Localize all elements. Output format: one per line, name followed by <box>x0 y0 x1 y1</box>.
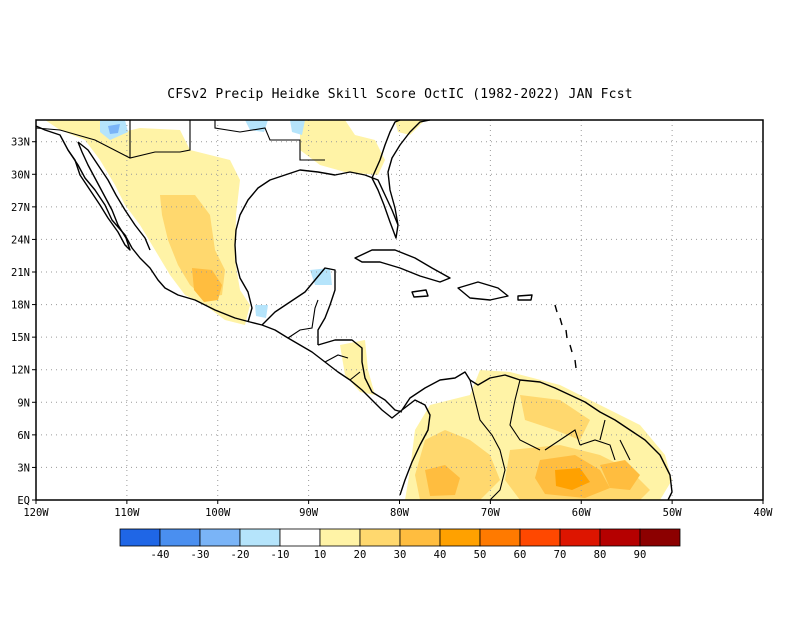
colorbar <box>119 528 681 547</box>
colorbar-label: -10 <box>271 549 290 561</box>
coast-gulf <box>234 169 399 323</box>
lat-tick-label: 9N <box>17 397 30 409</box>
latitude-labels: 33N 30N 27N 24N 21N 18N 15N 12N 9N 6N 3N EQ <box>11 137 30 507</box>
coast-yucatan <box>261 267 336 345</box>
lat-tick-label: 24N <box>11 234 30 246</box>
skill-area-core-sa1 <box>425 465 460 496</box>
lon-tick-label: 70W <box>481 507 501 519</box>
lon-tick-label: 50W <box>663 507 683 519</box>
coast-cuba <box>354 249 451 283</box>
colorbar-swatch <box>559 528 601 547</box>
colorbar-label: 70 <box>554 549 567 561</box>
map-title: CFSv2 Precip Heidke Skill Score OctIC (1… <box>167 87 633 102</box>
colorbar-swatch <box>119 528 161 547</box>
colorbar-label: 30 <box>394 549 407 561</box>
colorbar-swatch <box>639 528 681 547</box>
colorbar-swatch <box>519 528 561 547</box>
colorbar-labels: -40 -30 -20 -10 10 20 30 40 50 60 70 80 90 <box>151 549 647 561</box>
border-south-am <box>469 379 631 501</box>
colorbar-swatch <box>439 528 481 547</box>
gridlines <box>32 120 764 504</box>
colorbar-swatch <box>599 528 641 547</box>
lon-tick-label: 90W <box>299 507 319 519</box>
colorbar-label: 60 <box>514 549 527 561</box>
lat-tick-label: 15N <box>11 332 30 344</box>
colorbar-label: 40 <box>434 549 447 561</box>
skill-area-south-am-mid2 <box>520 395 590 440</box>
map-area <box>32 119 764 504</box>
lon-tick-label: 110W <box>114 507 140 519</box>
lon-tick-label: 40W <box>754 507 774 519</box>
skill-area-core-sa3 <box>555 468 590 490</box>
lon-tick-label: 120W <box>23 507 49 519</box>
map-frame <box>35 119 764 501</box>
colorbar-swatch <box>199 528 241 547</box>
lat-tick-label: 3N <box>17 462 30 474</box>
border-central-am <box>287 299 361 381</box>
skill-area-neg-b <box>108 124 120 134</box>
lat-tick-label: 6N <box>17 430 30 442</box>
coast-baja <box>67 141 131 251</box>
coast-hispaniola <box>457 281 509 301</box>
coast-pr <box>517 294 533 301</box>
lat-tick-label: 27N <box>11 202 30 214</box>
colorbar-label: -30 <box>191 549 210 561</box>
longitude-labels: 120W 110W 100W 90W 80W 70W 60W 50W 40W <box>23 507 773 519</box>
coastlines <box>35 119 673 501</box>
colorbar-swatch <box>279 528 321 547</box>
colorbar-label: -40 <box>151 549 170 561</box>
coast-sonora <box>77 141 151 251</box>
lon-tick-label: 100W <box>205 507 231 519</box>
colorbar-swatch <box>159 528 201 547</box>
coast-jamaica <box>411 289 429 298</box>
skill-area-amazon <box>600 460 640 490</box>
coast-central-caribbean <box>317 339 403 413</box>
colorbar-label: 20 <box>354 549 367 561</box>
lat-tick-label: 33N <box>11 137 30 149</box>
lat-tick-label: 30N <box>11 169 30 181</box>
colorbar-label: -20 <box>231 549 250 561</box>
coast-south-america <box>401 371 673 501</box>
colorbar-label: 80 <box>594 549 607 561</box>
skill-area-neg-f <box>255 305 268 318</box>
colorbar-label: 50 <box>474 549 487 561</box>
colorbar-label: 90 <box>634 549 647 561</box>
skill-area-se-us <box>300 120 385 175</box>
lat-tick-label: 21N <box>11 267 30 279</box>
skill-area-mexico-core <box>192 268 222 302</box>
colorbar-swatch <box>399 528 441 547</box>
lon-tick-label: 60W <box>572 507 592 519</box>
country-borders <box>35 120 631 501</box>
skill-area-neg-c <box>245 120 268 132</box>
lon-tick-label: 80W <box>390 507 410 519</box>
lat-tick-label: 18N <box>11 300 30 312</box>
colorbar-swatch <box>239 528 281 547</box>
colorbar-swatch <box>319 528 361 547</box>
skill-area-neg-d <box>290 120 305 135</box>
lat-tick-label: EQ <box>17 495 30 507</box>
coast-florida <box>371 119 431 226</box>
lat-tick-label: 12N <box>11 365 30 377</box>
colorbar-label: 10 <box>314 549 327 561</box>
border-us-mexico <box>35 120 325 161</box>
colorbar-swatch <box>479 528 521 547</box>
colorbar-swatch <box>359 528 401 547</box>
coast-lesser-antilles <box>554 304 577 369</box>
